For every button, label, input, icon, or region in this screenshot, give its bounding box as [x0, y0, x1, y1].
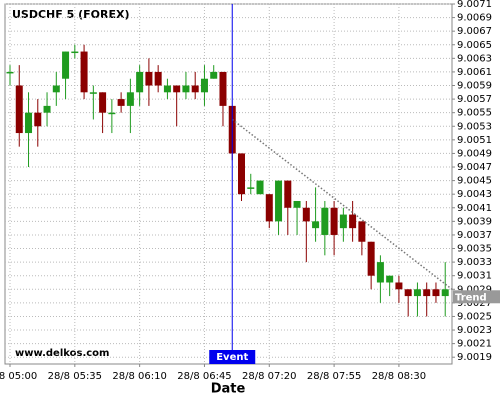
- watermark: www.delkos.com: [15, 348, 109, 359]
- y-tick-label: 9.0069: [457, 13, 492, 24]
- y-tick-label: 9.0053: [457, 121, 492, 132]
- candle-body: [117, 99, 125, 106]
- x-tick-label: 28/8 07:55: [307, 371, 361, 382]
- y-tick-label: 9.0031: [457, 271, 492, 282]
- candle-body: [423, 289, 431, 297]
- candle-body: [358, 221, 366, 242]
- candle-body: [163, 85, 171, 93]
- trend-line: [231, 118, 453, 290]
- candle-body: [173, 85, 181, 93]
- y-tick-label: 9.0041: [457, 203, 492, 214]
- candle-body: [200, 78, 208, 93]
- trend-label-box: [453, 290, 500, 304]
- y-tick-label: 9.0063: [457, 53, 492, 64]
- candle-body: [219, 71, 227, 106]
- candle-body: [6, 71, 14, 74]
- y-tick-label: 9.0039: [457, 216, 492, 227]
- y-tick-label: 9.0023: [457, 325, 492, 336]
- y-tick-label: 9.0071: [457, 0, 492, 10]
- x-tick-label: 28/8 05:00: [0, 371, 37, 382]
- candle-body: [52, 85, 60, 93]
- y-tick-label: 9.0049: [457, 148, 492, 159]
- chart-title: USDCHF 5 (FOREX): [12, 8, 129, 21]
- candle-body: [15, 85, 23, 134]
- candle-body: [238, 153, 245, 195]
- candle-body: [89, 92, 97, 94]
- candle-body: [80, 51, 88, 93]
- candle-body: [330, 207, 338, 235]
- candle-body: [265, 194, 273, 222]
- plot-frame: [4, 3, 453, 365]
- candle-body: [256, 180, 264, 195]
- candle-body: [404, 289, 412, 297]
- x-tick-label: 28/8 07:20: [242, 371, 296, 382]
- y-tick-label: 9.0059: [457, 81, 492, 92]
- y-tick-label: 9.0061: [457, 67, 492, 78]
- candle-body: [247, 187, 255, 189]
- x-axis-label: Date: [211, 382, 246, 397]
- y-tick-label: 9.0021: [457, 339, 492, 350]
- candle-body: [126, 92, 134, 106]
- y-tick-label: 9.0029: [457, 284, 492, 295]
- candle-body: [432, 289, 440, 297]
- candle-body: [441, 289, 449, 297]
- y-tick-label: 9.0043: [457, 189, 492, 200]
- candle-body: [321, 207, 329, 235]
- x-tick-label: 28/8 08:30: [372, 371, 426, 382]
- candle-body: [182, 85, 190, 93]
- candle-body: [34, 112, 42, 127]
- candle-body: [376, 262, 384, 283]
- candle-body: [136, 71, 144, 93]
- candle-body: [284, 180, 292, 208]
- y-tick-label: 9.0035: [457, 244, 492, 255]
- event-label: Event: [216, 352, 248, 363]
- y-tick-label: 9.0047: [457, 162, 492, 173]
- y-tick-label: 9.0055: [457, 108, 492, 119]
- candle-body: [339, 214, 347, 229]
- y-tick-label: 9.0065: [457, 40, 492, 51]
- candle-body: [349, 214, 357, 229]
- candle-body: [367, 241, 375, 276]
- y-tick-label: 9.0067: [457, 26, 492, 37]
- candle-body: [62, 51, 70, 79]
- candle-body: [99, 92, 107, 113]
- y-tick-label: 9.0019: [457, 352, 492, 363]
- y-tick-label: 9.0027: [457, 298, 492, 309]
- candle-body: [145, 71, 153, 86]
- event-label-box: [209, 350, 256, 364]
- candle-body: [302, 207, 310, 222]
- candle-body: [210, 71, 218, 79]
- y-tick-label: 9.0045: [457, 176, 492, 187]
- candle-body: [43, 105, 51, 113]
- x-tick-label: 28/8 05:35: [48, 371, 102, 382]
- candle-body: [71, 51, 79, 54]
- candle-body: [312, 221, 320, 229]
- candle-body: [395, 282, 403, 290]
- trend-label: Trend: [455, 292, 487, 303]
- candle-body: [108, 112, 116, 115]
- x-tick-label: 28/8 06:45: [177, 371, 231, 382]
- y-tick-label: 9.0033: [457, 257, 492, 268]
- y-tick-label: 9.0057: [457, 94, 492, 105]
- candle-body: [293, 200, 301, 208]
- candle-body: [25, 112, 33, 134]
- candle-body: [386, 275, 394, 283]
- x-tick-label: 28/8 06:10: [112, 371, 166, 382]
- candle-body: [154, 71, 162, 86]
- candle-body: [275, 180, 283, 222]
- candle-body: [413, 289, 421, 297]
- candle-body: [191, 85, 199, 93]
- y-tick-label: 9.0051: [457, 135, 492, 146]
- y-tick-label: 9.0037: [457, 230, 492, 241]
- y-tick-label: 9.0025: [457, 311, 492, 322]
